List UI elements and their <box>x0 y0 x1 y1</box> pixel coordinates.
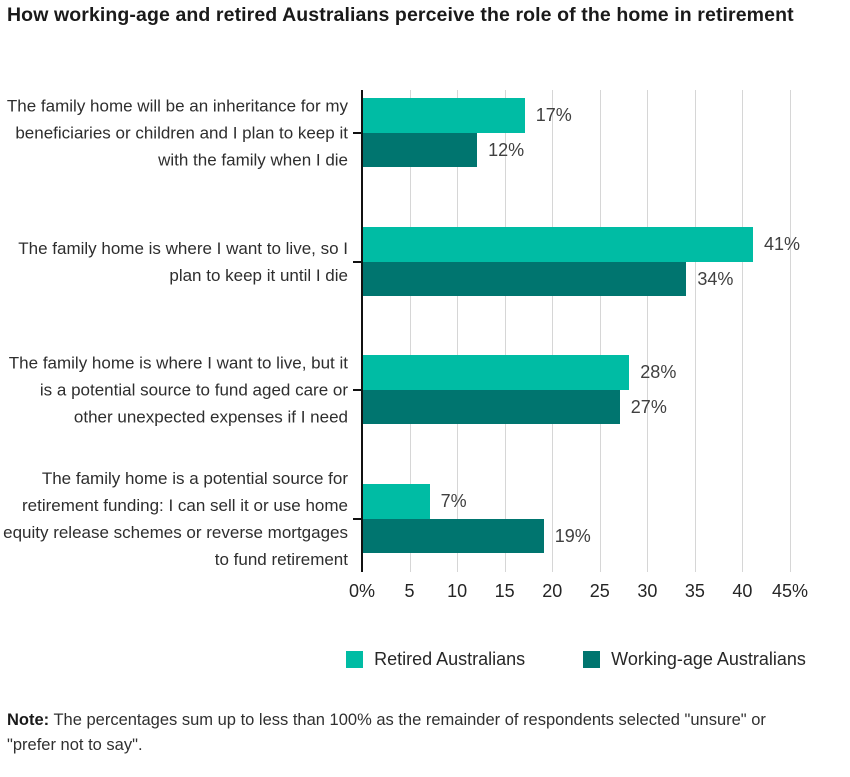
category-tick <box>353 388 361 391</box>
category-tick <box>353 260 361 263</box>
value-label: 28% <box>640 362 677 383</box>
legend-label: Retired Australians <box>374 649 526 669</box>
category-label: The family home is where I want to live,… <box>18 238 348 285</box>
footnote-text: The percentages sum up to less than 100%… <box>7 711 766 754</box>
bar-working-age <box>363 518 544 553</box>
x-axis-tick-label: 35 <box>684 581 705 601</box>
value-label: 17% <box>535 105 572 126</box>
category-tick <box>353 517 361 520</box>
gridline <box>599 90 601 572</box>
bar-retired <box>363 484 430 519</box>
gridline <box>552 90 554 572</box>
bar-working-age <box>363 389 620 424</box>
value-label: 7% <box>440 491 467 512</box>
x-axis-tick-label: 45% <box>771 581 809 601</box>
gridline <box>647 90 649 572</box>
value-label: 41% <box>763 234 800 255</box>
x-axis-tick-label: 25 <box>589 581 610 601</box>
x-axis-tick-label: 15 <box>494 581 515 601</box>
category-label: The family home is where I want to live,… <box>8 353 348 426</box>
legend-swatch <box>346 651 364 668</box>
footnote: Note: The percentages sum up to less tha… <box>7 708 795 758</box>
x-axis-tick-label: 0% <box>348 581 376 601</box>
gridline <box>409 90 411 572</box>
footnote-label: Note: <box>7 711 50 729</box>
x-axis-tick-label: 30 <box>637 581 658 601</box>
x-axis-tick-label: 20 <box>542 581 563 601</box>
value-label: 12% <box>488 139 525 160</box>
bar-retired <box>363 227 753 262</box>
y-axis-line <box>361 90 363 572</box>
bar-working-age <box>363 261 687 296</box>
bar-working-age <box>363 132 478 167</box>
x-axis-tick-label: 40 <box>732 581 753 601</box>
value-label: 34% <box>697 268 734 289</box>
x-axis-tick-label: 10 <box>447 581 468 601</box>
legend-label: Working-age Australians <box>611 649 806 669</box>
legend-swatch <box>583 651 601 668</box>
category-label: The family home will be an inheritance f… <box>6 96 348 169</box>
legend-item: Retired Australians <box>346 649 525 670</box>
value-label: 19% <box>554 525 591 546</box>
gridline <box>790 90 791 572</box>
gridline <box>457 90 459 572</box>
x-axis-tick-label: 5 <box>404 581 415 601</box>
legend-item: Working-age Australians <box>583 649 806 670</box>
category-label: The family home is a potential source fo… <box>3 468 348 569</box>
gridline <box>742 90 744 572</box>
gridline <box>694 90 696 572</box>
bar-retired <box>363 98 525 133</box>
bar-retired <box>363 355 630 390</box>
value-label: 27% <box>630 396 667 417</box>
category-tick <box>353 131 361 134</box>
chart-title: How working-age and retired Australians … <box>7 4 794 26</box>
legend: Retired Australians Working-age Australia… <box>332 649 820 670</box>
gridline <box>504 90 506 572</box>
